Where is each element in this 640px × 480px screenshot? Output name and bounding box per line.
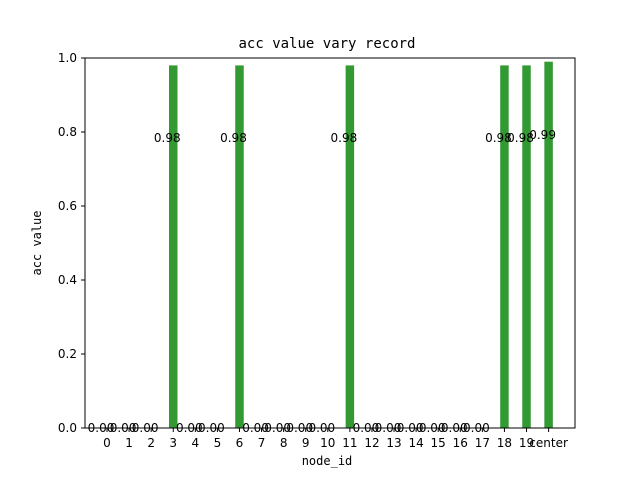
x-tick-label-center: center xyxy=(529,436,568,450)
x-tick-label-16: 16 xyxy=(453,436,468,450)
y-tick-label-1.0: 1.0 xyxy=(58,51,77,65)
y-tick-label-0.4: 0.4 xyxy=(58,273,77,287)
x-tick-label-10: 10 xyxy=(320,436,335,450)
x-tick-label-14: 14 xyxy=(408,436,423,450)
y-axis-label: acc value xyxy=(30,210,44,275)
x-tick-label-19: 19 xyxy=(519,436,534,450)
data-labels-group: 0.000.000.000.980.000.000.980.000.000.00… xyxy=(88,128,556,435)
plot-frame xyxy=(84,57,576,429)
x-tick-label-8: 8 xyxy=(280,436,288,450)
data-label-3: 0.98 xyxy=(154,131,181,145)
bar-6 xyxy=(235,65,244,429)
x-tick-label-2: 2 xyxy=(147,436,155,450)
y-tick-label-0.6: 0.6 xyxy=(58,199,77,213)
data-label-19: 0.98 xyxy=(507,131,534,145)
y-axis: 0.0 0.2 0.4 0.6 0.8 1.0 xyxy=(58,51,85,435)
x-tick-label-5: 5 xyxy=(214,436,222,450)
bar-19 xyxy=(522,65,531,429)
y-tick-label-0.0: 0.0 xyxy=(58,421,77,435)
bar-3 xyxy=(168,65,178,429)
x-tick-label-18: 18 xyxy=(497,436,512,450)
x-tick-label-1: 1 xyxy=(125,436,133,450)
chart-title: acc value vary record xyxy=(238,36,415,52)
bars-group xyxy=(168,61,553,429)
data-label-11: 0.98 xyxy=(331,131,358,145)
x-tick-label-17: 17 xyxy=(475,436,490,450)
x-tick-label-15: 15 xyxy=(431,436,446,450)
x-tick-label-13: 13 xyxy=(386,436,401,450)
x-tick-label-0: 0 xyxy=(103,436,111,450)
bar-18 xyxy=(500,65,509,429)
x-tick-label-3: 3 xyxy=(169,436,177,450)
bar-11 xyxy=(345,65,355,429)
x-tick-label-11: 11 xyxy=(342,436,357,450)
x-tick-label-12: 12 xyxy=(364,436,379,450)
y-tick-label-0.2: 0.2 xyxy=(58,347,77,361)
data-label-6: 0.98 xyxy=(220,131,247,145)
x-tick-label-7: 7 xyxy=(258,436,266,450)
y-tick-label-0.8: 0.8 xyxy=(58,125,77,139)
x-tick-label-4: 4 xyxy=(191,436,199,450)
x-tick-label-9: 9 xyxy=(302,436,310,450)
data-label-center: 0.99 xyxy=(529,128,556,142)
x-axis-label: node_id xyxy=(302,454,353,468)
x-tick-label-6: 6 xyxy=(236,436,244,450)
data-label-18: 0.98 xyxy=(485,131,512,145)
bar-center xyxy=(544,61,553,428)
